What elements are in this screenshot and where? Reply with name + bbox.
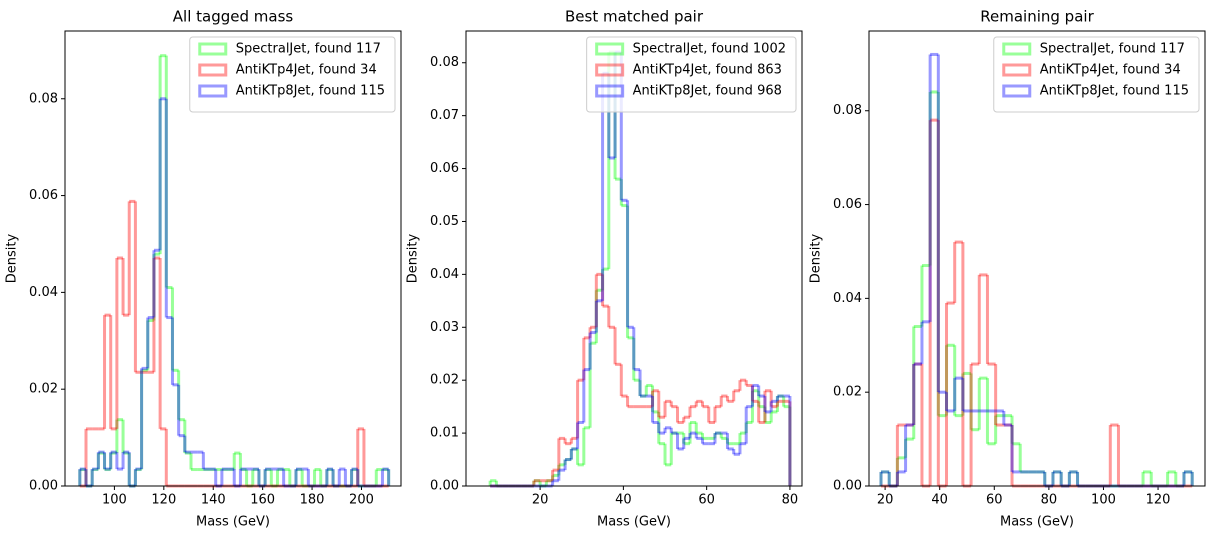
y-tick-label: 0.06 bbox=[430, 161, 459, 176]
x-axis-label: Mass (GeV) bbox=[196, 515, 270, 530]
legend-swatch bbox=[1002, 63, 1032, 77]
histogram-series bbox=[490, 50, 792, 488]
plot-area bbox=[488, 50, 792, 488]
legend-label: AntiKTp4Jet, found 34 bbox=[236, 63, 377, 78]
x-axis-label: Mass (GeV) bbox=[1000, 515, 1074, 530]
histogram-series bbox=[879, 90, 1194, 488]
legend-label: SpectralJet, found 117 bbox=[1040, 42, 1185, 57]
y-tick-label: 0.02 bbox=[29, 382, 58, 397]
x-tick-label: 60 bbox=[986, 493, 1003, 508]
legend-label: AntiKTp8Jet, found 968 bbox=[633, 84, 782, 99]
legend-label: AntiKTp8Jet, found 115 bbox=[1040, 84, 1189, 99]
y-tick-label: 0.00 bbox=[833, 479, 862, 494]
y-tick-label: 0.01 bbox=[430, 426, 459, 441]
x-tick-label: 80 bbox=[782, 493, 799, 508]
histogram-series bbox=[490, 272, 792, 488]
legend-swatch bbox=[595, 63, 625, 77]
x-tick-label: 160 bbox=[250, 493, 275, 508]
legend-swatch bbox=[1002, 84, 1032, 98]
legend-label: AntiKTp4Jet, found 863 bbox=[633, 63, 782, 78]
y-tick-label: 0.02 bbox=[430, 373, 459, 388]
axes-frame bbox=[868, 30, 1206, 487]
y-tick-label: 0.00 bbox=[430, 479, 459, 494]
plot-area bbox=[78, 54, 391, 488]
legend: SpectralJet, found 1002 AntiKTp4Jet, foun… bbox=[586, 36, 797, 113]
legend-label: AntiKTp4Jet, found 34 bbox=[1040, 63, 1181, 78]
y-tick-label: 0.04 bbox=[430, 267, 459, 282]
x-tick-label: 120 bbox=[151, 493, 176, 508]
chart-panel: Remaining pair Mass (GeV) Density 20 40 60 80 1… bbox=[809, 8, 1206, 530]
chart-title: Remaining pair bbox=[980, 8, 1094, 26]
legend-swatch bbox=[198, 42, 228, 56]
x-tick-label: 100 bbox=[1091, 493, 1116, 508]
y-tick-label: 0.03 bbox=[430, 320, 459, 335]
x-tick-label: 180 bbox=[300, 493, 325, 508]
x-tick-label: 100 bbox=[102, 493, 127, 508]
legend-swatch bbox=[595, 84, 625, 98]
plot-area bbox=[879, 52, 1194, 488]
y-tick-label: 0.00 bbox=[29, 479, 58, 494]
legend-label: AntiKTp8Jet, found 115 bbox=[236, 84, 385, 99]
x-tick-label: 20 bbox=[877, 493, 894, 508]
x-tick-label: 20 bbox=[532, 493, 549, 508]
chart-panel: Best matched pair Mass (GeV) Density 20 40 60… bbox=[406, 8, 803, 530]
x-tick-label: 80 bbox=[1041, 493, 1058, 508]
histogram-series bbox=[78, 54, 391, 488]
histogram-series bbox=[79, 199, 389, 488]
y-tick-label: 0.02 bbox=[833, 385, 862, 400]
y-tick-label: 0.08 bbox=[29, 91, 58, 106]
y-tick-label: 0.04 bbox=[833, 291, 862, 306]
legend-frame bbox=[993, 36, 1200, 113]
legend: SpectralJet, found 117 AntiKTp4Jet, found… bbox=[993, 36, 1200, 113]
y-tick-label: 0.04 bbox=[29, 285, 58, 300]
x-axis-label: Mass (GeV) bbox=[597, 515, 671, 530]
legend-swatch bbox=[595, 42, 625, 56]
y-axis-label: Density bbox=[809, 233, 824, 283]
x-tick-label: 200 bbox=[349, 493, 374, 508]
x-tick-label: 60 bbox=[698, 493, 715, 508]
x-tick-label: 40 bbox=[931, 493, 948, 508]
legend: SpectralJet, found 117 AntiKTp4Jet, found… bbox=[189, 36, 396, 113]
x-tick-label: 120 bbox=[1146, 493, 1171, 508]
legend-label: SpectralJet, found 1002 bbox=[633, 42, 786, 57]
y-tick-label: 0.07 bbox=[430, 108, 459, 123]
y-tick-label: 0.08 bbox=[430, 55, 459, 70]
legend-frame bbox=[586, 36, 797, 113]
legend-swatch bbox=[1002, 42, 1032, 56]
histogram-series bbox=[78, 97, 391, 488]
y-tick-label: 0.08 bbox=[833, 103, 862, 118]
chart-title: All tagged mass bbox=[173, 8, 294, 26]
y-axis-label: Density bbox=[5, 233, 20, 283]
axes-frame bbox=[64, 30, 402, 487]
histogram-series bbox=[881, 118, 1193, 488]
y-axis-label: Density bbox=[406, 233, 421, 283]
axes-frame bbox=[465, 30, 803, 487]
y-tick-label: 0.06 bbox=[833, 197, 862, 212]
chart-panel: All tagged mass Mass (GeV) Density 100 120 14… bbox=[5, 8, 402, 530]
x-tick-label: 40 bbox=[615, 493, 632, 508]
legend-label: SpectralJet, found 117 bbox=[236, 42, 381, 57]
legend-swatch bbox=[198, 84, 228, 98]
legend-frame bbox=[189, 36, 396, 113]
histogram-series bbox=[879, 52, 1194, 488]
chart-title: Best matched pair bbox=[565, 8, 704, 26]
y-tick-label: 0.05 bbox=[430, 214, 459, 229]
legend-swatch bbox=[198, 63, 228, 77]
x-tick-label: 140 bbox=[201, 493, 226, 508]
y-tick-label: 0.06 bbox=[29, 188, 58, 203]
